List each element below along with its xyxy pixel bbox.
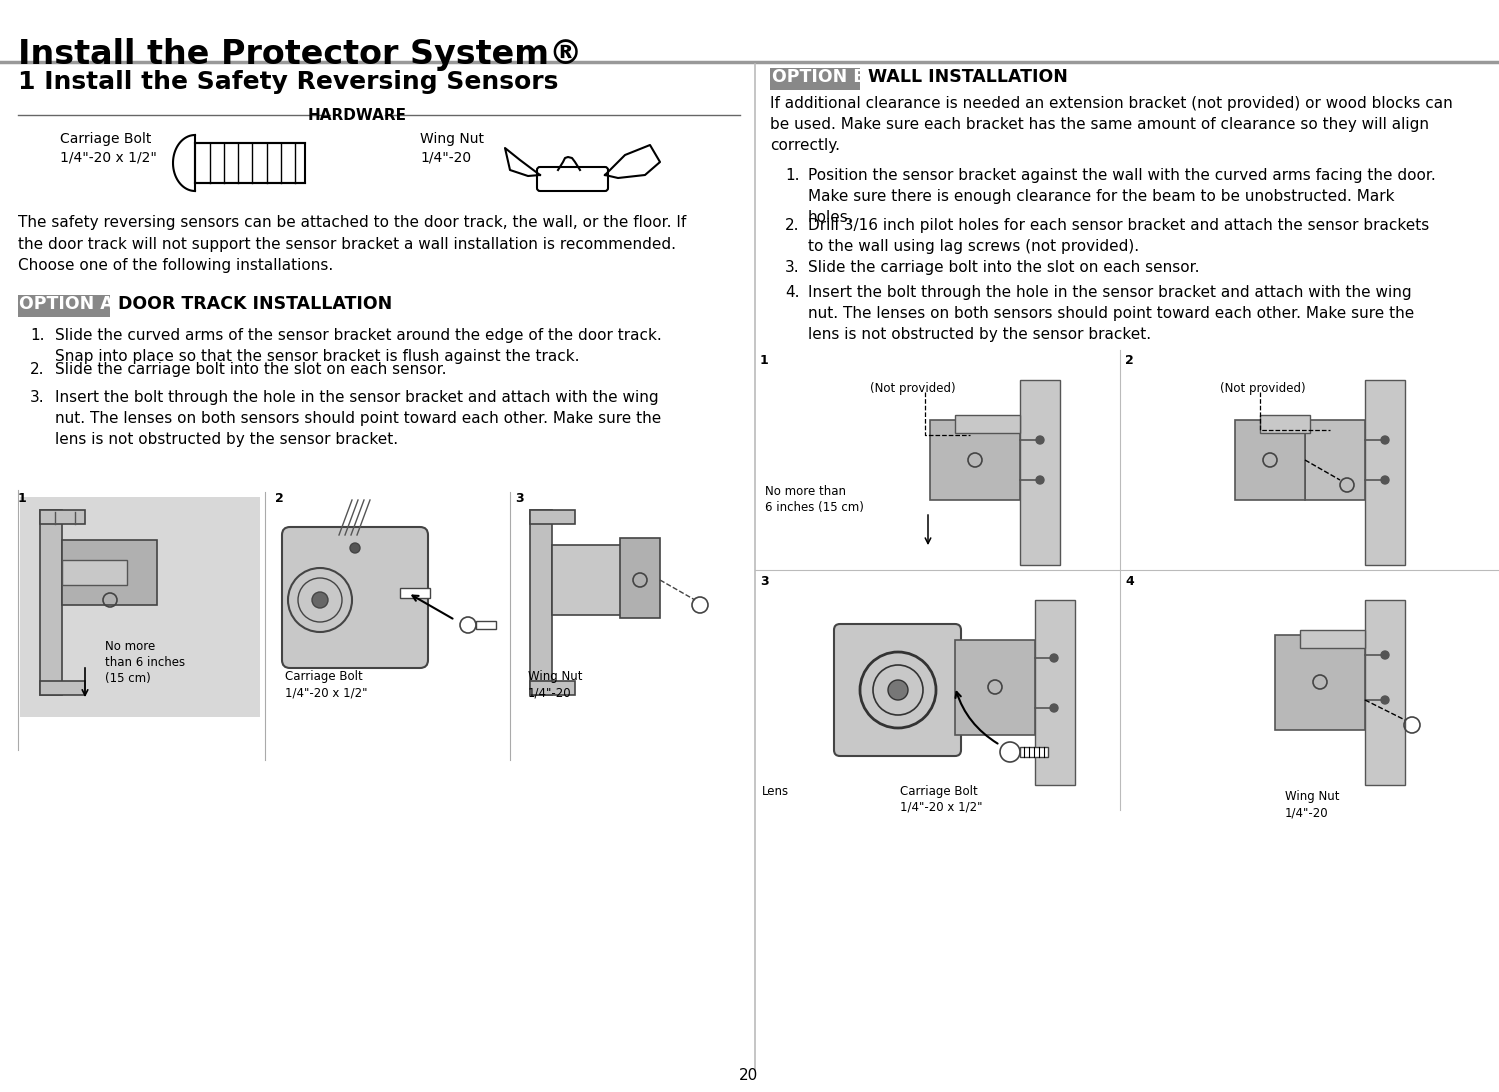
Circle shape	[1049, 654, 1058, 662]
Bar	[1300, 630, 1366, 648]
Text: 2: 2	[274, 492, 283, 505]
Bar	[1276, 636, 1366, 729]
Text: The safety reversing sensors can be attached to the door track, the wall, or the: The safety reversing sensors can be atta…	[18, 215, 687, 273]
Bar	[19, 497, 259, 717]
Text: Drill 3/16 inch pilot holes for each sensor bracket and attach the sensor bracke: Drill 3/16 inch pilot holes for each sen…	[808, 218, 1429, 254]
Bar	[531, 510, 552, 695]
Bar	[531, 510, 576, 524]
Bar	[40, 681, 85, 695]
Text: Slide the carriage bolt into the slot on each sensor.: Slide the carriage bolt into the slot on…	[55, 363, 447, 377]
Text: Carriage Bolt
1/4"-20 x 1/2": Carriage Bolt 1/4"-20 x 1/2"	[899, 785, 982, 814]
Bar	[40, 510, 61, 695]
Bar	[61, 560, 127, 585]
Text: OPTION A: OPTION A	[19, 295, 114, 313]
Circle shape	[1381, 651, 1390, 658]
Circle shape	[1049, 704, 1058, 712]
Text: Wing Nut
1/4"-20: Wing Nut 1/4"-20	[420, 132, 484, 165]
Text: 4: 4	[1126, 575, 1133, 587]
Text: 1 Install the Safety Reversing Sensors: 1 Install the Safety Reversing Sensors	[18, 70, 558, 94]
Bar	[477, 621, 496, 629]
Text: 20: 20	[739, 1068, 758, 1083]
Text: 1.: 1.	[785, 168, 799, 183]
Text: 1.: 1.	[30, 328, 45, 343]
Bar	[1235, 420, 1306, 500]
Text: Slide the curved arms of the sensor bracket around the edge of the door track.
S: Slide the curved arms of the sensor brac…	[55, 328, 661, 364]
Bar	[195, 143, 304, 183]
Bar	[1306, 420, 1366, 500]
Text: 4.: 4.	[785, 285, 799, 300]
Bar	[955, 415, 1019, 434]
Bar	[531, 681, 576, 695]
Circle shape	[1381, 436, 1390, 444]
Text: Install the Protector System®: Install the Protector System®	[18, 38, 583, 71]
Bar	[1366, 600, 1405, 785]
Circle shape	[1036, 476, 1043, 484]
FancyBboxPatch shape	[537, 167, 609, 191]
Bar	[929, 420, 1019, 500]
Text: 1: 1	[18, 492, 27, 505]
Bar	[400, 587, 430, 598]
Bar	[18, 295, 109, 317]
FancyBboxPatch shape	[282, 527, 429, 668]
Text: Carriage Bolt
1/4"-20 x 1/2": Carriage Bolt 1/4"-20 x 1/2"	[285, 670, 367, 699]
Text: 2.: 2.	[30, 363, 45, 377]
Text: Position the sensor bracket against the wall with the curved arms facing the doo: Position the sensor bracket against the …	[808, 168, 1436, 225]
Text: 2: 2	[1126, 354, 1133, 367]
Text: (Not provided): (Not provided)	[869, 382, 956, 395]
Text: No more
than 6 inches
(15 cm): No more than 6 inches (15 cm)	[105, 640, 184, 685]
Circle shape	[312, 592, 328, 608]
Text: HARDWARE: HARDWARE	[307, 108, 406, 123]
Bar	[1366, 380, 1405, 565]
Text: Carriage Bolt
1/4"-20 x 1/2": Carriage Bolt 1/4"-20 x 1/2"	[60, 132, 157, 165]
Text: 2.: 2.	[785, 218, 799, 233]
Circle shape	[1381, 476, 1390, 484]
Text: Lens: Lens	[761, 785, 788, 798]
Text: 3.: 3.	[785, 260, 799, 275]
Circle shape	[349, 543, 360, 553]
Bar	[770, 68, 860, 90]
Text: (Not provided): (Not provided)	[1220, 382, 1306, 395]
Text: 3.: 3.	[30, 390, 45, 405]
Text: Wing Nut
1/4"-20: Wing Nut 1/4"-20	[528, 670, 583, 699]
Bar	[955, 640, 1034, 735]
Circle shape	[1381, 696, 1390, 704]
Text: Insert the bolt through the hole in the sensor bracket and attach with the wing
: Insert the bolt through the hole in the …	[808, 285, 1414, 342]
Circle shape	[887, 680, 908, 700]
FancyBboxPatch shape	[833, 624, 961, 756]
Text: No more than
6 inches (15 cm): No more than 6 inches (15 cm)	[764, 485, 863, 514]
Text: Wing Nut
1/4"-20: Wing Nut 1/4"-20	[1285, 790, 1340, 819]
Bar	[1034, 600, 1075, 785]
Text: WALL INSTALLATION: WALL INSTALLATION	[862, 68, 1067, 86]
Text: 1: 1	[760, 354, 769, 367]
Text: Insert the bolt through the hole in the sensor bracket and attach with the wing
: Insert the bolt through the hole in the …	[55, 390, 661, 447]
Text: If additional clearance is needed an extension bracket (not provided) or wood bl: If additional clearance is needed an ext…	[770, 96, 1453, 153]
Circle shape	[1036, 436, 1043, 444]
Text: DOOR TRACK INSTALLATION: DOOR TRACK INSTALLATION	[112, 295, 393, 313]
Text: 3: 3	[760, 575, 769, 587]
Bar	[40, 510, 85, 524]
Bar	[552, 545, 633, 615]
Text: Slide the carriage bolt into the slot on each sensor.: Slide the carriage bolt into the slot on…	[808, 260, 1199, 275]
Bar	[1019, 380, 1060, 565]
Text: OPTION B: OPTION B	[772, 68, 866, 86]
Bar	[1261, 415, 1310, 434]
Bar	[61, 541, 157, 605]
Text: 3: 3	[516, 492, 523, 505]
Bar	[1019, 747, 1048, 757]
Bar	[621, 538, 660, 618]
